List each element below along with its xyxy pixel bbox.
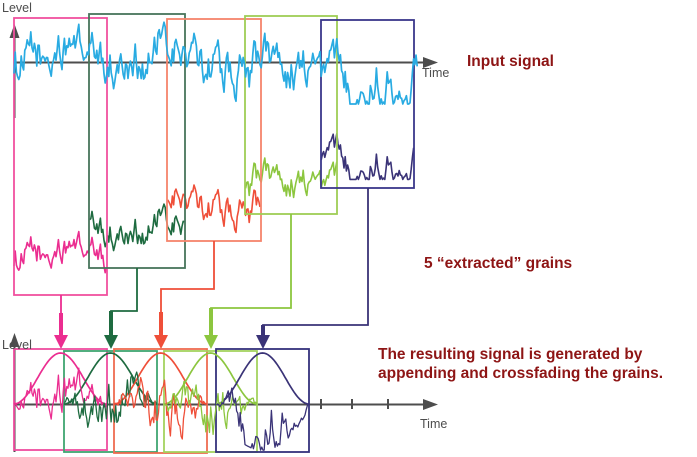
grain-darkgreen-output-waveform — [64, 371, 157, 428]
grain-red-output-waveform — [114, 376, 207, 440]
grain-lightgreen-connector — [210, 214, 292, 336]
extracted-grain-waveforms — [13, 132, 415, 274]
grain-navy-output-waveform — [216, 387, 310, 451]
grain-darkgreen-arrowhead-icon — [104, 335, 118, 349]
grain-lightgreen-crossfade-envelope — [163, 352, 258, 405]
grains-count-label: 5 “extracted” grains — [424, 255, 572, 272]
grain-pink-output-box — [13, 348, 108, 451]
grain-darkgreen-crossfade-envelope — [63, 352, 158, 405]
input-level-label: Level — [2, 1, 32, 15]
grain-darkgreen-connector — [110, 268, 138, 336]
grain-red-connector — [160, 241, 215, 336]
grain-red-arrowhead-icon — [154, 335, 168, 349]
grain-lightgreen-output-box — [163, 350, 258, 453]
input-waveform — [13, 21, 419, 105]
grain-darkgreen-output-box — [63, 350, 158, 453]
grain-pink-waveform — [13, 230, 108, 274]
input-signal-label: Input signal — [467, 53, 554, 70]
result-label-line1: The resulting signal is generated by — [378, 346, 643, 363]
grain-navy-output-box — [215, 348, 310, 453]
result-label-line2: appending and crossfading the grains. — [378, 365, 663, 382]
grain-lightgreen-output-waveform — [164, 380, 258, 436]
input-signal-waveform — [13, 21, 419, 105]
output-level-label: Level — [2, 338, 32, 352]
input-time-axis-arrowhead-icon — [423, 57, 438, 68]
grain-lightgreen-waveform — [244, 157, 338, 199]
grain-darkgreen-waveform — [89, 203, 185, 252]
grain-pink-arrowhead-icon — [54, 335, 68, 349]
grain-connectors — [54, 188, 369, 349]
grain-pink-output-waveform — [13, 367, 107, 420]
output-bottom-boxes — [13, 348, 310, 454]
output-time-axis-arrowhead-icon — [423, 399, 438, 410]
grain-lightgreen-arrowhead-icon — [204, 335, 218, 349]
grain-navy-connector — [262, 188, 369, 336]
output-level-axis-arrowhead-icon — [9, 333, 20, 347]
input-time-label: Time — [422, 66, 449, 80]
grain-navy-arrowhead-icon — [256, 335, 270, 349]
grain-red-output-box — [113, 348, 208, 454]
output-time-label: Time — [420, 417, 447, 431]
output-waveforms — [13, 367, 310, 451]
output-time-axis-ticks — [320, 399, 389, 409]
